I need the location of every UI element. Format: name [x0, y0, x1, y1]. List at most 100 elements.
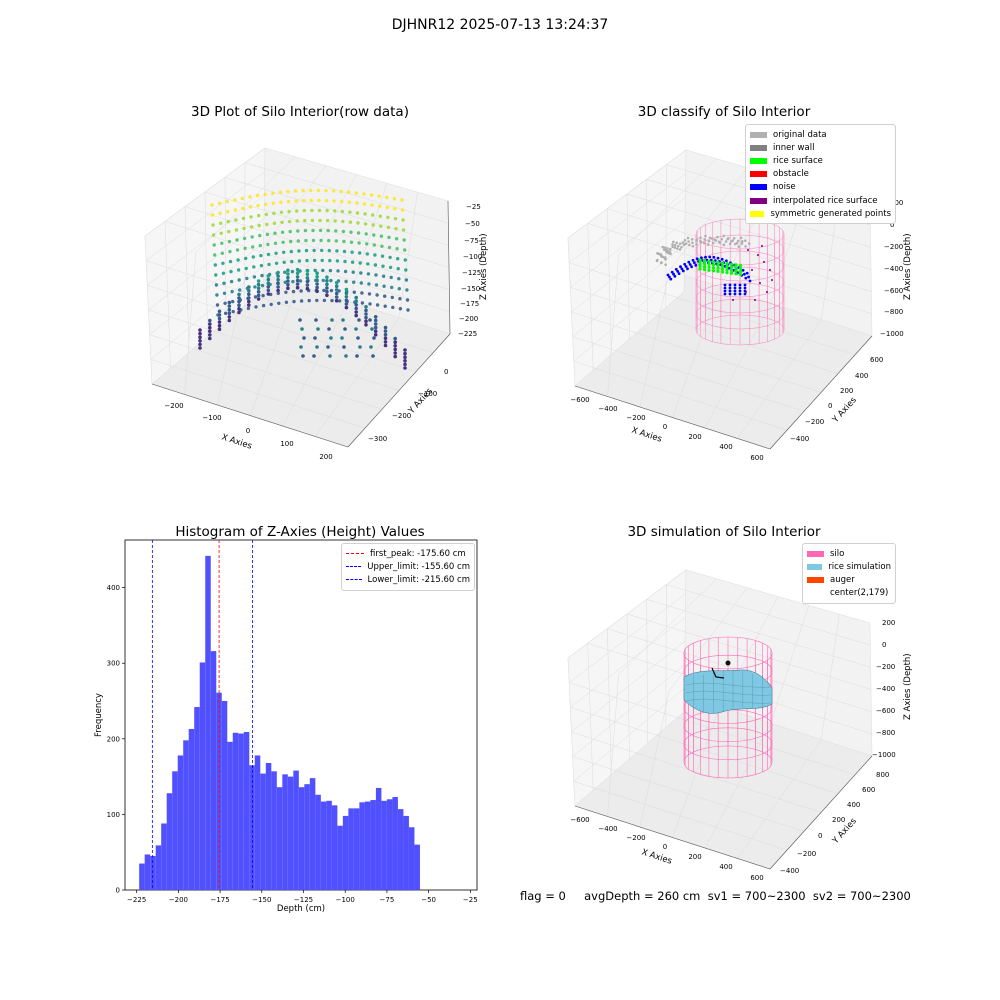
data-point	[334, 229, 338, 233]
data-point	[364, 319, 368, 324]
data-point	[371, 213, 375, 217]
legend-label: first_peak: -175.60 cm	[370, 548, 466, 559]
data-point	[276, 277, 280, 282]
data-point	[354, 295, 359, 300]
legend-label: inner wall	[773, 142, 815, 153]
noise-point	[733, 283, 737, 287]
data-point	[373, 322, 378, 326]
tick-label: 600	[750, 874, 763, 882]
mesh-line	[685, 698, 772, 704]
data-point	[680, 245, 683, 249]
data-point	[714, 239, 718, 242]
data-point	[720, 237, 723, 241]
data-point	[218, 211, 222, 215]
noise-point	[738, 289, 742, 293]
data-point	[352, 280, 356, 284]
histogram-bar	[166, 793, 173, 890]
data-point	[248, 195, 252, 199]
noise-point	[728, 289, 732, 293]
data-point	[256, 290, 261, 294]
data-point	[669, 247, 672, 251]
data-point	[266, 285, 271, 289]
tick-label: −100	[418, 390, 437, 398]
data-point	[688, 243, 691, 247]
tick-label: −600	[570, 396, 589, 404]
interpolated-point	[732, 299, 734, 301]
data-point	[213, 253, 217, 257]
data-point	[360, 291, 364, 295]
data-point	[675, 241, 678, 245]
simulation-z-ticks: 200 0 −200 −400 −600 −800 −1000 Z Axies …	[872, 619, 913, 759]
data-point	[671, 245, 674, 248]
data-point	[398, 307, 403, 311]
noise-point	[704, 255, 707, 259]
rice-surface-point	[734, 263, 738, 267]
data-point	[315, 289, 319, 294]
legend-label: obstacle	[773, 169, 809, 180]
data-point	[390, 295, 394, 300]
data-point	[258, 243, 262, 248]
data-point	[291, 279, 295, 284]
histogram-bar	[232, 732, 239, 890]
data-point	[251, 255, 255, 259]
tick-label: −125	[462, 269, 481, 277]
data-point	[747, 242, 751, 245]
data-point	[301, 354, 305, 358]
data-point	[666, 249, 669, 253]
data-point	[256, 297, 261, 301]
data-point	[687, 240, 690, 243]
legend-line	[346, 553, 364, 555]
data-point	[295, 285, 300, 290]
data-point	[344, 295, 349, 299]
legend-swatch	[750, 131, 767, 138]
data-point	[364, 308, 368, 313]
tick-label: −200	[459, 315, 478, 323]
data-point	[298, 279, 303, 283]
data-point	[311, 238, 316, 243]
data-point	[405, 298, 410, 302]
data-point	[328, 268, 333, 273]
tick-label: −600	[570, 816, 589, 824]
interpolated-point	[747, 249, 749, 251]
page-title: DJHNR12 2025-07-13 13:24:37	[391, 17, 609, 33]
rice-surface-point	[720, 264, 725, 268]
data-point	[690, 238, 694, 241]
data-point	[383, 340, 388, 344]
data-point	[732, 237, 736, 240]
histogram-bar	[392, 797, 398, 890]
data-point	[227, 229, 231, 234]
data-point	[217, 320, 222, 324]
noise-point	[679, 265, 682, 269]
data-point	[373, 318, 378, 323]
data-point	[340, 336, 344, 340]
raw-3d-axes	[144, 147, 451, 448]
data-point	[233, 208, 237, 212]
data-point	[362, 192, 366, 196]
data-point	[266, 281, 271, 286]
data-point	[372, 233, 376, 237]
data-point	[328, 354, 332, 358]
legend-entry: first_peak: -175.60 cm	[346, 547, 470, 560]
tick-label: 400	[719, 863, 732, 871]
tick-label: 200	[107, 735, 120, 743]
histogram-bar	[276, 787, 283, 890]
tick-label: −800	[884, 308, 903, 316]
data-point	[312, 354, 316, 358]
data-point	[669, 252, 672, 256]
interpolated-point	[745, 291, 747, 293]
data-point	[393, 347, 398, 352]
data-point	[234, 218, 238, 222]
data-point	[385, 195, 389, 200]
data-point	[198, 339, 202, 343]
data-point	[355, 211, 360, 215]
data-point	[198, 346, 202, 350]
data-point	[307, 298, 311, 303]
rice-surface-point	[734, 272, 738, 276]
data-point	[364, 232, 368, 236]
data-point	[403, 351, 407, 356]
data-point	[328, 258, 332, 263]
data-point	[314, 318, 318, 322]
data-point	[401, 228, 406, 232]
tick-label: −800	[876, 729, 895, 737]
data-point	[341, 219, 345, 224]
